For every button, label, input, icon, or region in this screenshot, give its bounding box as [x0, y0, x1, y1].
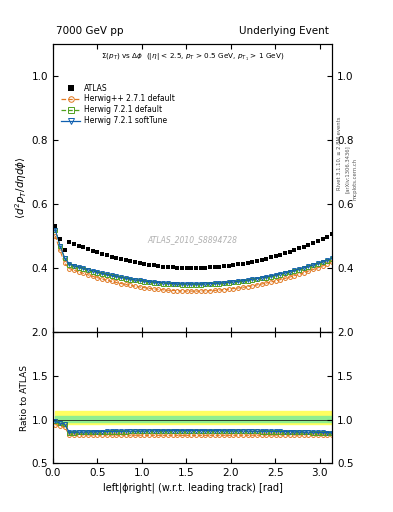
- Text: [arXiv:1306.3436]: [arXiv:1306.3436]: [345, 145, 350, 193]
- Text: Rivet 3.1.10, ≥ 2.8M events: Rivet 3.1.10, ≥ 2.8M events: [337, 117, 342, 190]
- Y-axis label: $\langle d^2 p_T/d\eta d\phi \rangle$: $\langle d^2 p_T/d\eta d\phi \rangle$: [13, 156, 29, 219]
- Text: Underlying Event: Underlying Event: [239, 26, 329, 36]
- Text: mcplots.cern.ch: mcplots.cern.ch: [353, 158, 358, 200]
- Text: $\Sigma(p_T)$ vs $\Delta\phi$  ($|\eta|$ < 2.5, $p_T$ > 0.5 GeV, $p_{T_1}$ > 1 G: $\Sigma(p_T)$ vs $\Delta\phi$ ($|\eta|$ …: [101, 52, 284, 63]
- Text: 7000 GeV pp: 7000 GeV pp: [56, 26, 123, 36]
- X-axis label: left|ϕright| (w.r.t. leading track) [rad]: left|ϕright| (w.r.t. leading track) [rad…: [103, 482, 283, 493]
- Y-axis label: Ratio to ATLAS: Ratio to ATLAS: [20, 365, 29, 431]
- Legend: ATLAS, Herwig++ 2.7.1 default, Herwig 7.2.1 default, Herwig 7.2.1 softTune: ATLAS, Herwig++ 2.7.1 default, Herwig 7.…: [60, 82, 176, 127]
- Text: ATLAS_2010_S8894728: ATLAS_2010_S8894728: [147, 236, 238, 244]
